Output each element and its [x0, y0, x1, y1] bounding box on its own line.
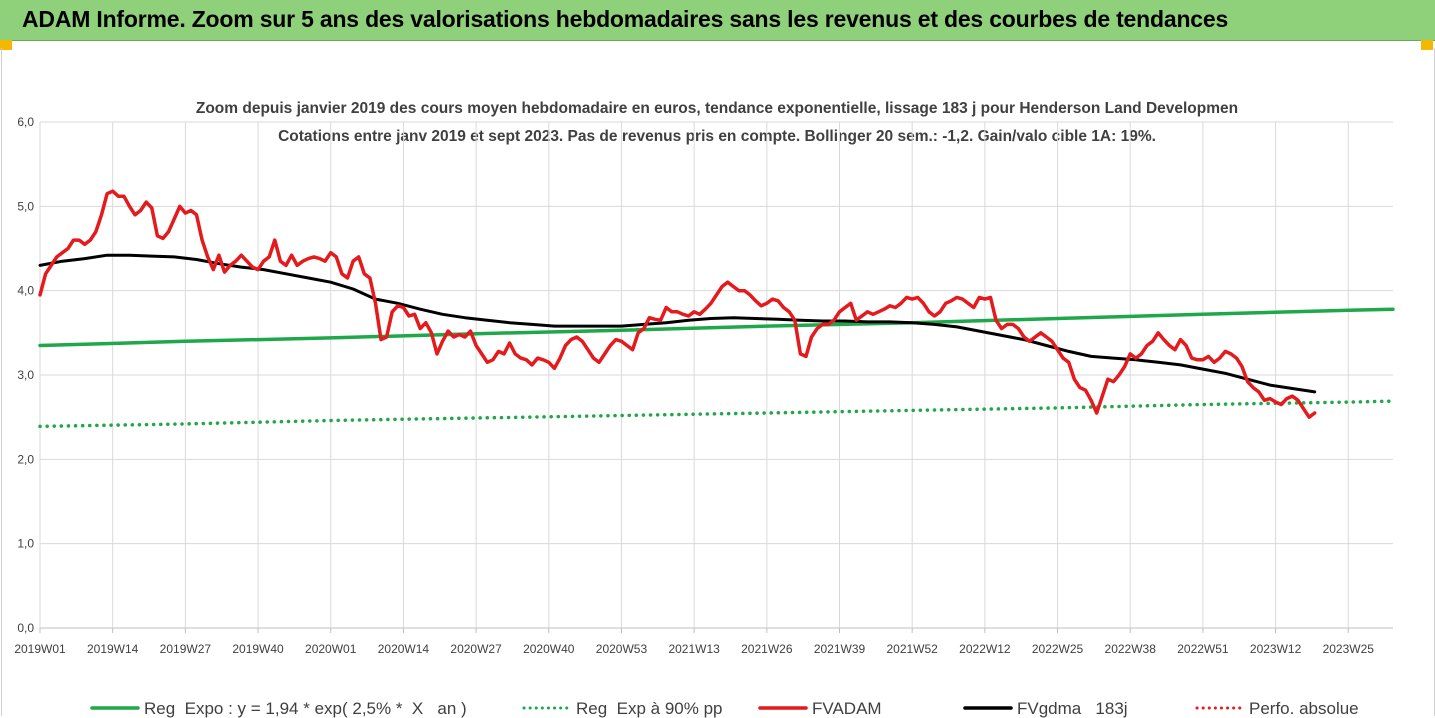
- y-tick-label: 2,0: [17, 452, 34, 466]
- y-tick-label: 1,0: [17, 537, 34, 551]
- x-tick-label: 2019W40: [232, 642, 284, 656]
- y-tick-label: 5,0: [17, 199, 34, 213]
- series-line-fvadam: [38, 189, 1317, 419]
- x-tick-label: 2023W12: [1250, 642, 1302, 656]
- x-tick-label: 2021W26: [741, 642, 793, 656]
- y-tick-label: 0,0: [17, 621, 34, 635]
- x-tick-label: 2021W52: [886, 642, 938, 656]
- x-tick-label: 2020W40: [523, 642, 575, 656]
- y-tick-label: 6,0: [17, 115, 34, 129]
- x-tick-label: 2021W39: [814, 642, 866, 656]
- legend-label: Reg Expo : y = 1,94 * exp( 2,5% * X an ): [144, 699, 467, 718]
- chart-title: Zoom depuis janvier 2019 des cours moyen…: [196, 100, 1238, 117]
- x-tick-label: 2019W27: [160, 642, 212, 656]
- x-tick-label: 2020W27: [450, 642, 502, 656]
- legend-label: FVADAM: [812, 699, 882, 718]
- legend-label: Perfo. absolue: [1249, 699, 1359, 718]
- y-tick-label: 3,0: [17, 368, 34, 382]
- x-tick-label: 2021W13: [668, 642, 720, 656]
- x-tick-label: 2022W51: [1177, 642, 1229, 656]
- series-line-reg-exp-90: [38, 399, 1395, 429]
- x-tick-label: 2020W01: [305, 642, 357, 656]
- x-tick-label: 2019W01: [14, 642, 66, 656]
- x-tick-label: 2022W38: [1105, 642, 1157, 656]
- legend-label: Reg Exp à 90% pp: [576, 699, 722, 718]
- series-line-reg-expo: [38, 307, 1395, 348]
- x-tick-label: 2023W25: [1323, 642, 1375, 656]
- corner-marker-right: [1421, 40, 1433, 50]
- y-tick-label: 4,0: [17, 284, 34, 298]
- x-tick-label: 2020W14: [378, 642, 430, 656]
- x-tick-label: 2020W53: [596, 642, 648, 656]
- legend-label: FVgdma 183j: [1017, 699, 1128, 718]
- x-tick-label: 2022W25: [1032, 642, 1084, 656]
- x-tick-label: 2022W12: [959, 642, 1011, 656]
- page-title: ADAM Informe. Zoom sur 5 ans des valoris…: [22, 6, 1229, 32]
- chart-subtitle: Cotations entre janv 2019 et sept 2023. …: [278, 128, 1156, 145]
- header-bar: ADAM Informe. Zoom sur 5 ans des valoris…: [0, 0, 1435, 41]
- corner-marker-left: [0, 40, 12, 50]
- x-tick-label: 2019W14: [87, 642, 139, 656]
